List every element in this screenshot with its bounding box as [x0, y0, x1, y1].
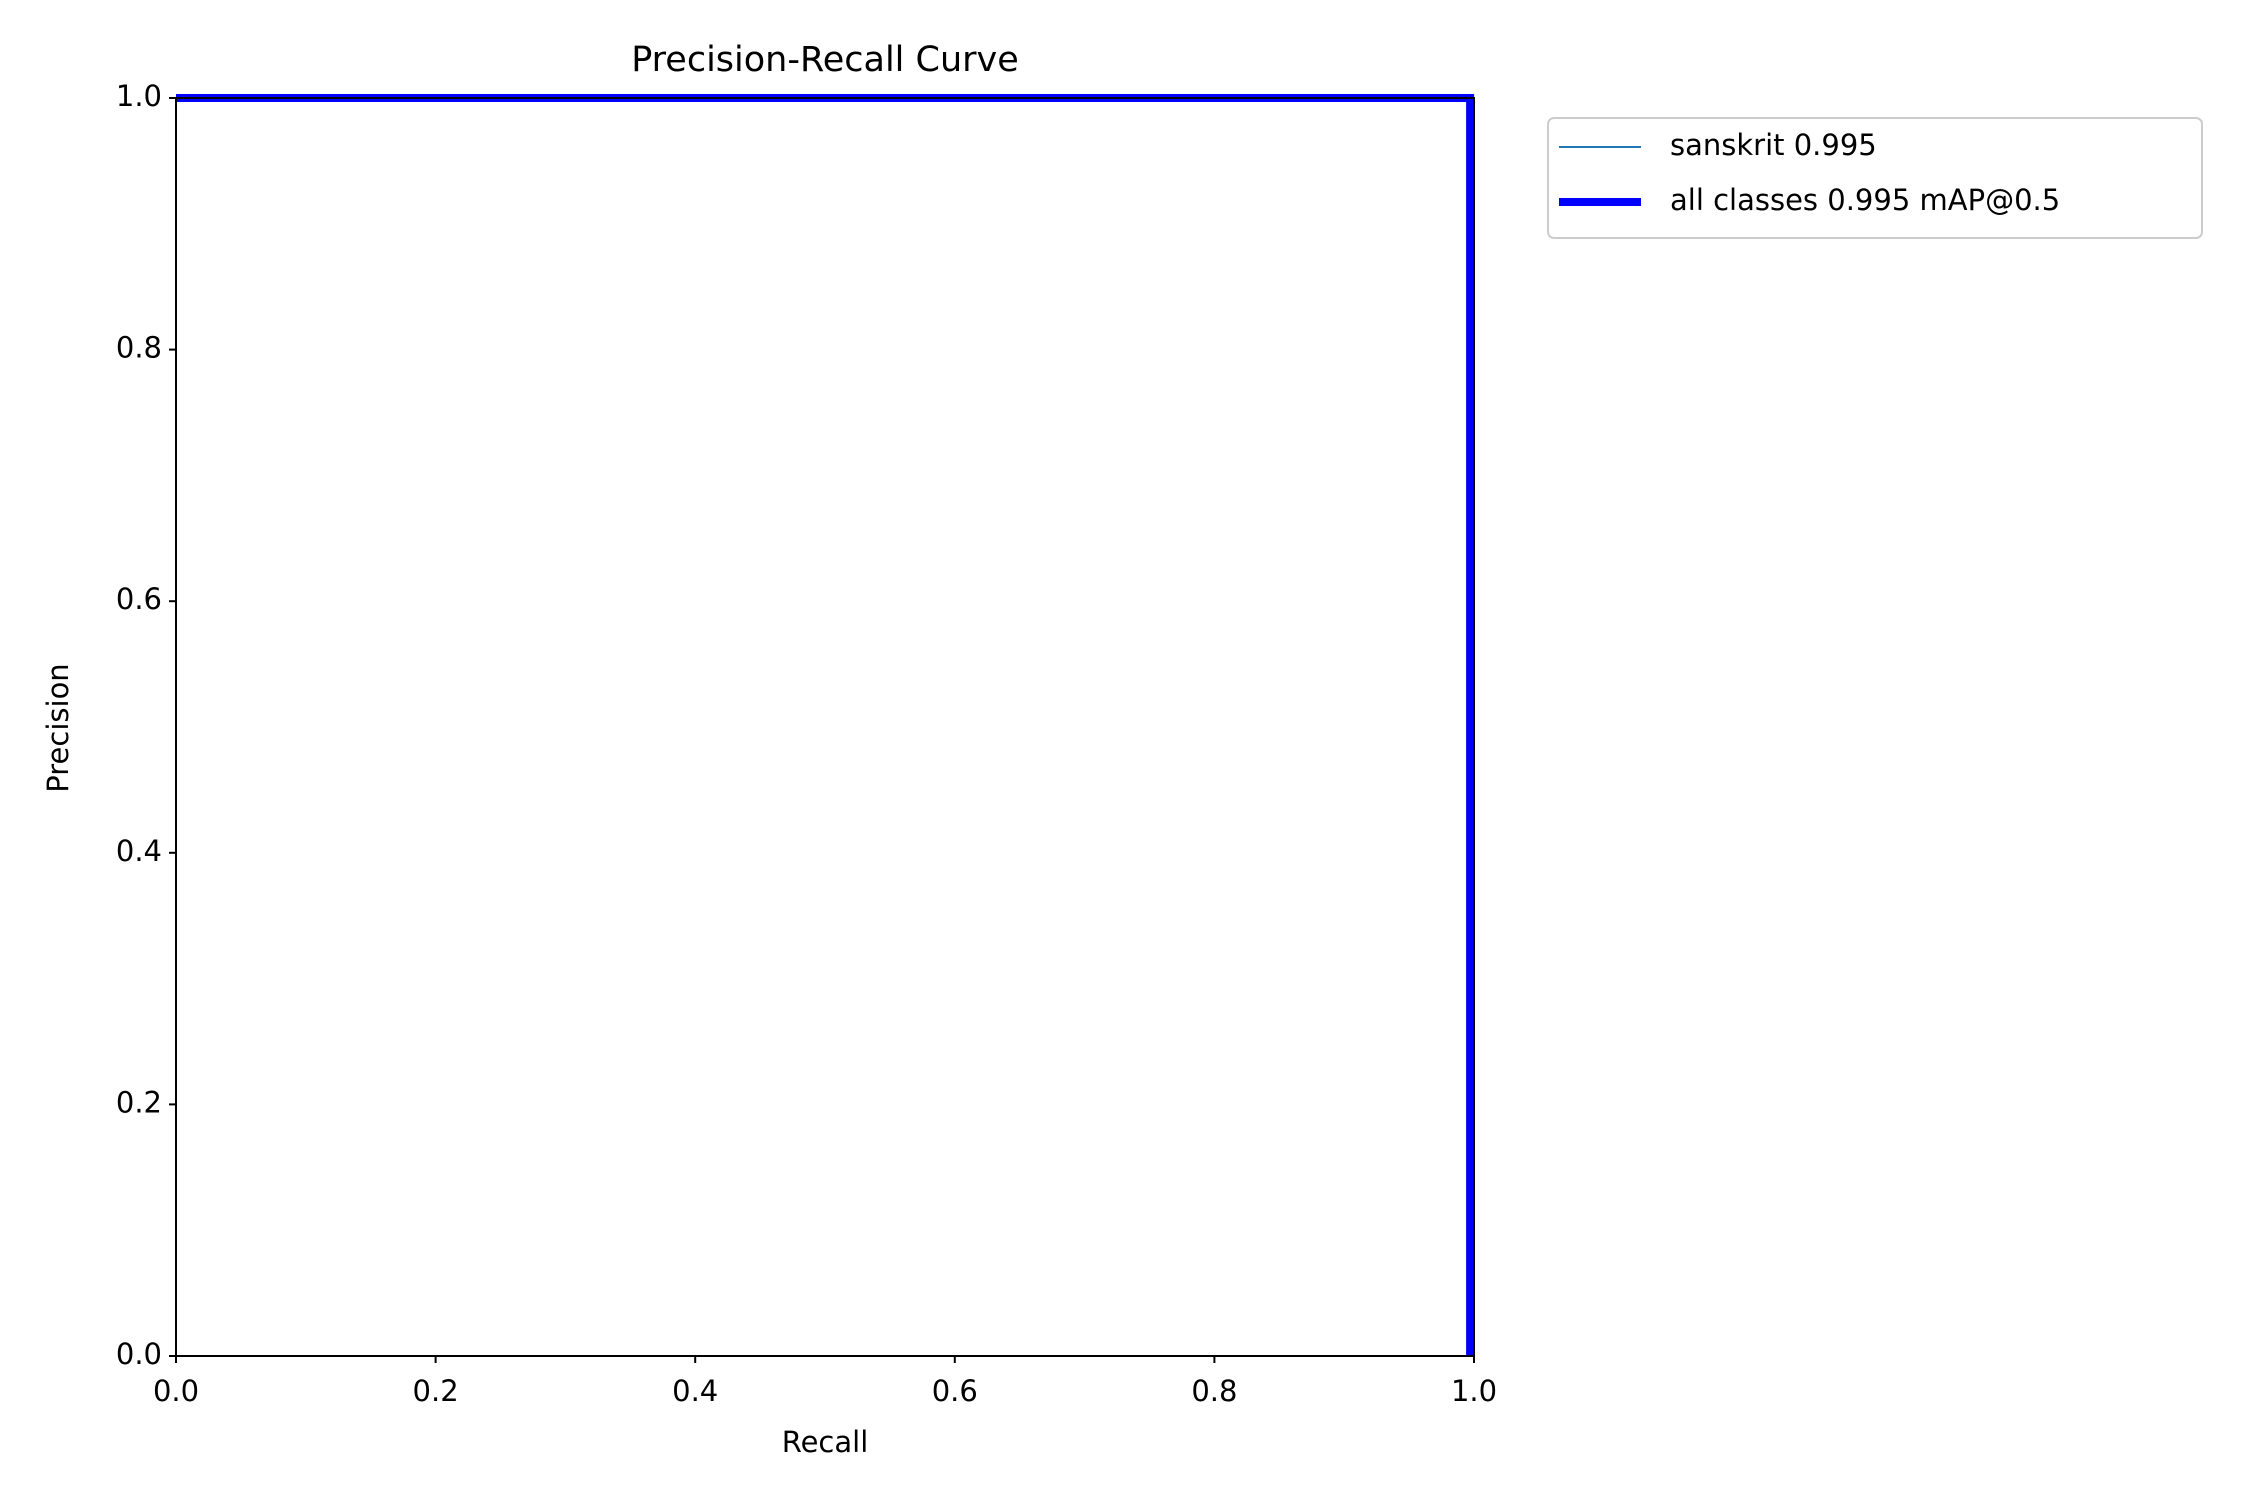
chart-title: Precision-Recall Curve — [631, 40, 1019, 80]
x-tick-label: 1.0 — [1451, 1374, 1497, 1408]
x-tick-label: 0.2 — [413, 1374, 459, 1408]
x-axis-label: Recall — [782, 1425, 869, 1459]
plot-frame — [175, 97, 1475, 1357]
y-tick-label: 0.8 — [116, 331, 162, 365]
legend-label: sanskrit 0.995 — [1670, 128, 1877, 162]
y-tick-label: 1.0 — [116, 79, 162, 113]
y-tick-label: 0.2 — [116, 1085, 162, 1119]
x-tick-label: 0.8 — [1191, 1374, 1237, 1408]
y-tick-label: 0.6 — [116, 582, 162, 616]
legend-box — [1547, 117, 2203, 239]
y-tick-label: 0.4 — [116, 834, 162, 868]
pr-curve — [176, 97, 1472, 1356]
y-axis-label: Precision — [41, 663, 75, 792]
legend-label: all classes 0.995 mAP@0.5 — [1670, 183, 2060, 217]
x-tick-label: 0.6 — [932, 1374, 978, 1408]
y-tick-label: 0.0 — [116, 1337, 162, 1371]
x-tick-label: 0.0 — [153, 1374, 199, 1408]
pr-curve — [176, 94, 1475, 1356]
x-tick-label: 0.4 — [672, 1374, 718, 1408]
